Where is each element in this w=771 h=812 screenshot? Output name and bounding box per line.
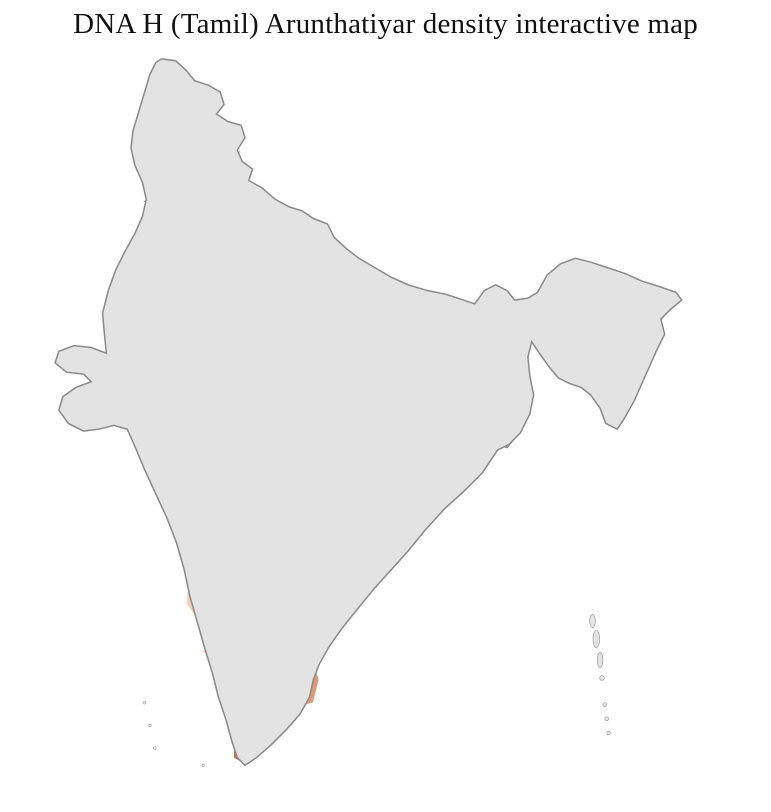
andaman-islands: [589, 614, 611, 736]
india-outline-stroke: [54, 58, 683, 767]
lakshadweep-islands: [142, 700, 205, 767]
